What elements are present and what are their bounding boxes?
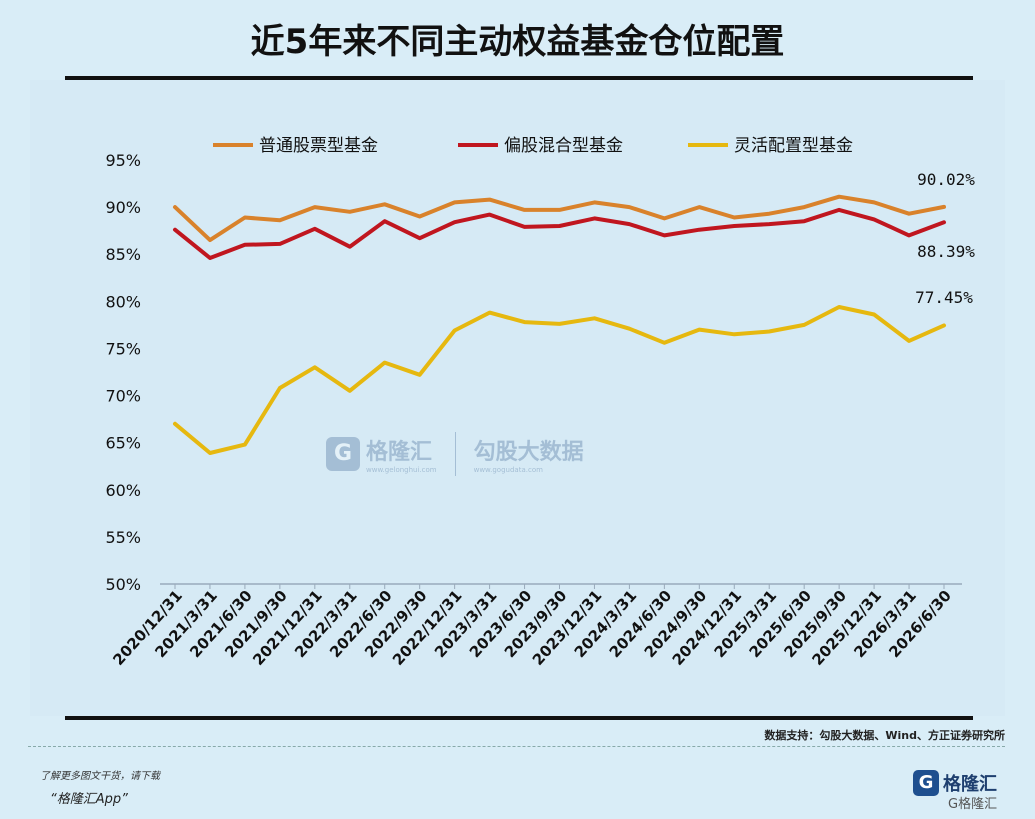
footer-divider [28,746,1005,747]
y-tick-label: 55% [105,528,141,547]
end-value-label: 90.02% [917,170,975,189]
end-value-label: 88.39% [917,242,975,261]
watermark-left-url: www.gelonghui.com [366,466,437,474]
top-rule [65,76,973,80]
gelonghui-logo-icon: G [326,437,360,471]
series-line-1 [173,194,946,243]
brand-logo: G 格隆汇 [913,770,997,796]
brand-name: 格隆汇 [943,774,997,795]
y-tick-label: 95% [105,151,141,170]
y-tick-label: 50% [105,575,141,594]
brand-footer-mark: G格隆汇 [948,797,998,812]
promo-line-1: 了解更多图文干货，请下载 [40,771,160,782]
y-tick-label: 70% [105,387,141,406]
y-tick-label: 65% [105,434,141,453]
line-chart: 50%55%60%65%70%75%80%85%90%95%2020/12/31… [105,136,975,669]
watermark-separator [454,432,456,476]
source-note: 数据支持：勾股大数据、Wind、方正证券研究所 [764,729,1005,742]
promo-line-2: “格隆汇App” [50,792,128,807]
bottom-rule [65,716,973,720]
watermark-left-name: 格隆汇 [366,440,433,465]
y-tick-label: 80% [105,292,141,311]
plot-panel [30,80,1005,716]
legend-label: 偏股混合型基金 [504,136,623,156]
chart-title: 近5年来不同主动权益基金仓位配置 [250,22,785,62]
watermark: G 格隆汇 www.gelonghui.com 勾股大数据 www.goguda… [326,432,584,476]
y-tick-label: 85% [105,245,141,264]
watermark-right-url: www.gogudata.com [473,466,543,474]
watermark-right-name: 勾股大数据 [473,440,584,465]
series-line-3 [173,305,946,455]
y-tick-label: 60% [105,481,141,500]
y-tick-label: 75% [105,339,141,358]
legend-label: 普通股票型基金 [259,136,378,156]
y-tick-label: 90% [105,198,141,217]
brand-g-icon: G [913,770,939,796]
end-value-label: 77.45% [915,288,973,307]
legend-label: 灵活配置型基金 [734,136,853,156]
series-line-2 [173,207,946,260]
